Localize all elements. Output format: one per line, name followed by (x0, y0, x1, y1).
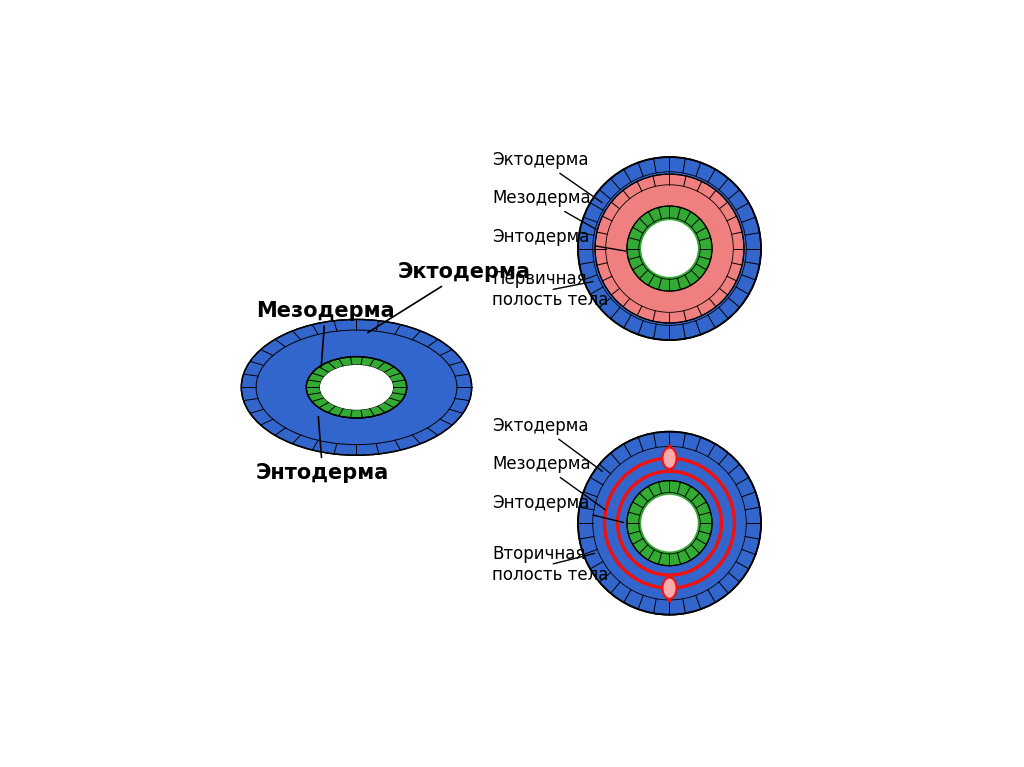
Circle shape (641, 495, 697, 551)
Circle shape (578, 157, 761, 340)
Circle shape (578, 432, 761, 614)
Text: Первичная
полость тела: Первичная полость тела (493, 271, 608, 309)
Ellipse shape (663, 578, 677, 599)
Text: Мезодерма: Мезодерма (256, 301, 394, 367)
Circle shape (593, 446, 746, 600)
Text: Вторичная
полость тела: Вторичная полость тела (493, 545, 608, 584)
Text: Эктодерма: Эктодерма (493, 416, 602, 471)
Text: Мезодерма: Мезодерма (493, 189, 596, 229)
Text: Энтодерма: Энтодерма (493, 228, 626, 251)
Circle shape (641, 220, 697, 277)
Text: Эктодерма: Эктодерма (493, 151, 602, 202)
Text: Эктодерма: Эктодерма (368, 262, 530, 333)
Circle shape (606, 185, 733, 312)
Text: Мезодерма: Мезодерма (493, 455, 605, 510)
Circle shape (627, 206, 712, 291)
Text: Энтодерма: Энтодерма (256, 416, 389, 483)
Circle shape (595, 174, 743, 323)
Ellipse shape (256, 330, 457, 445)
Ellipse shape (242, 319, 472, 456)
Text: Энтодерма: Энтодерма (493, 493, 624, 522)
Ellipse shape (306, 357, 407, 418)
Ellipse shape (319, 365, 393, 410)
Ellipse shape (663, 448, 677, 469)
Circle shape (627, 481, 712, 566)
